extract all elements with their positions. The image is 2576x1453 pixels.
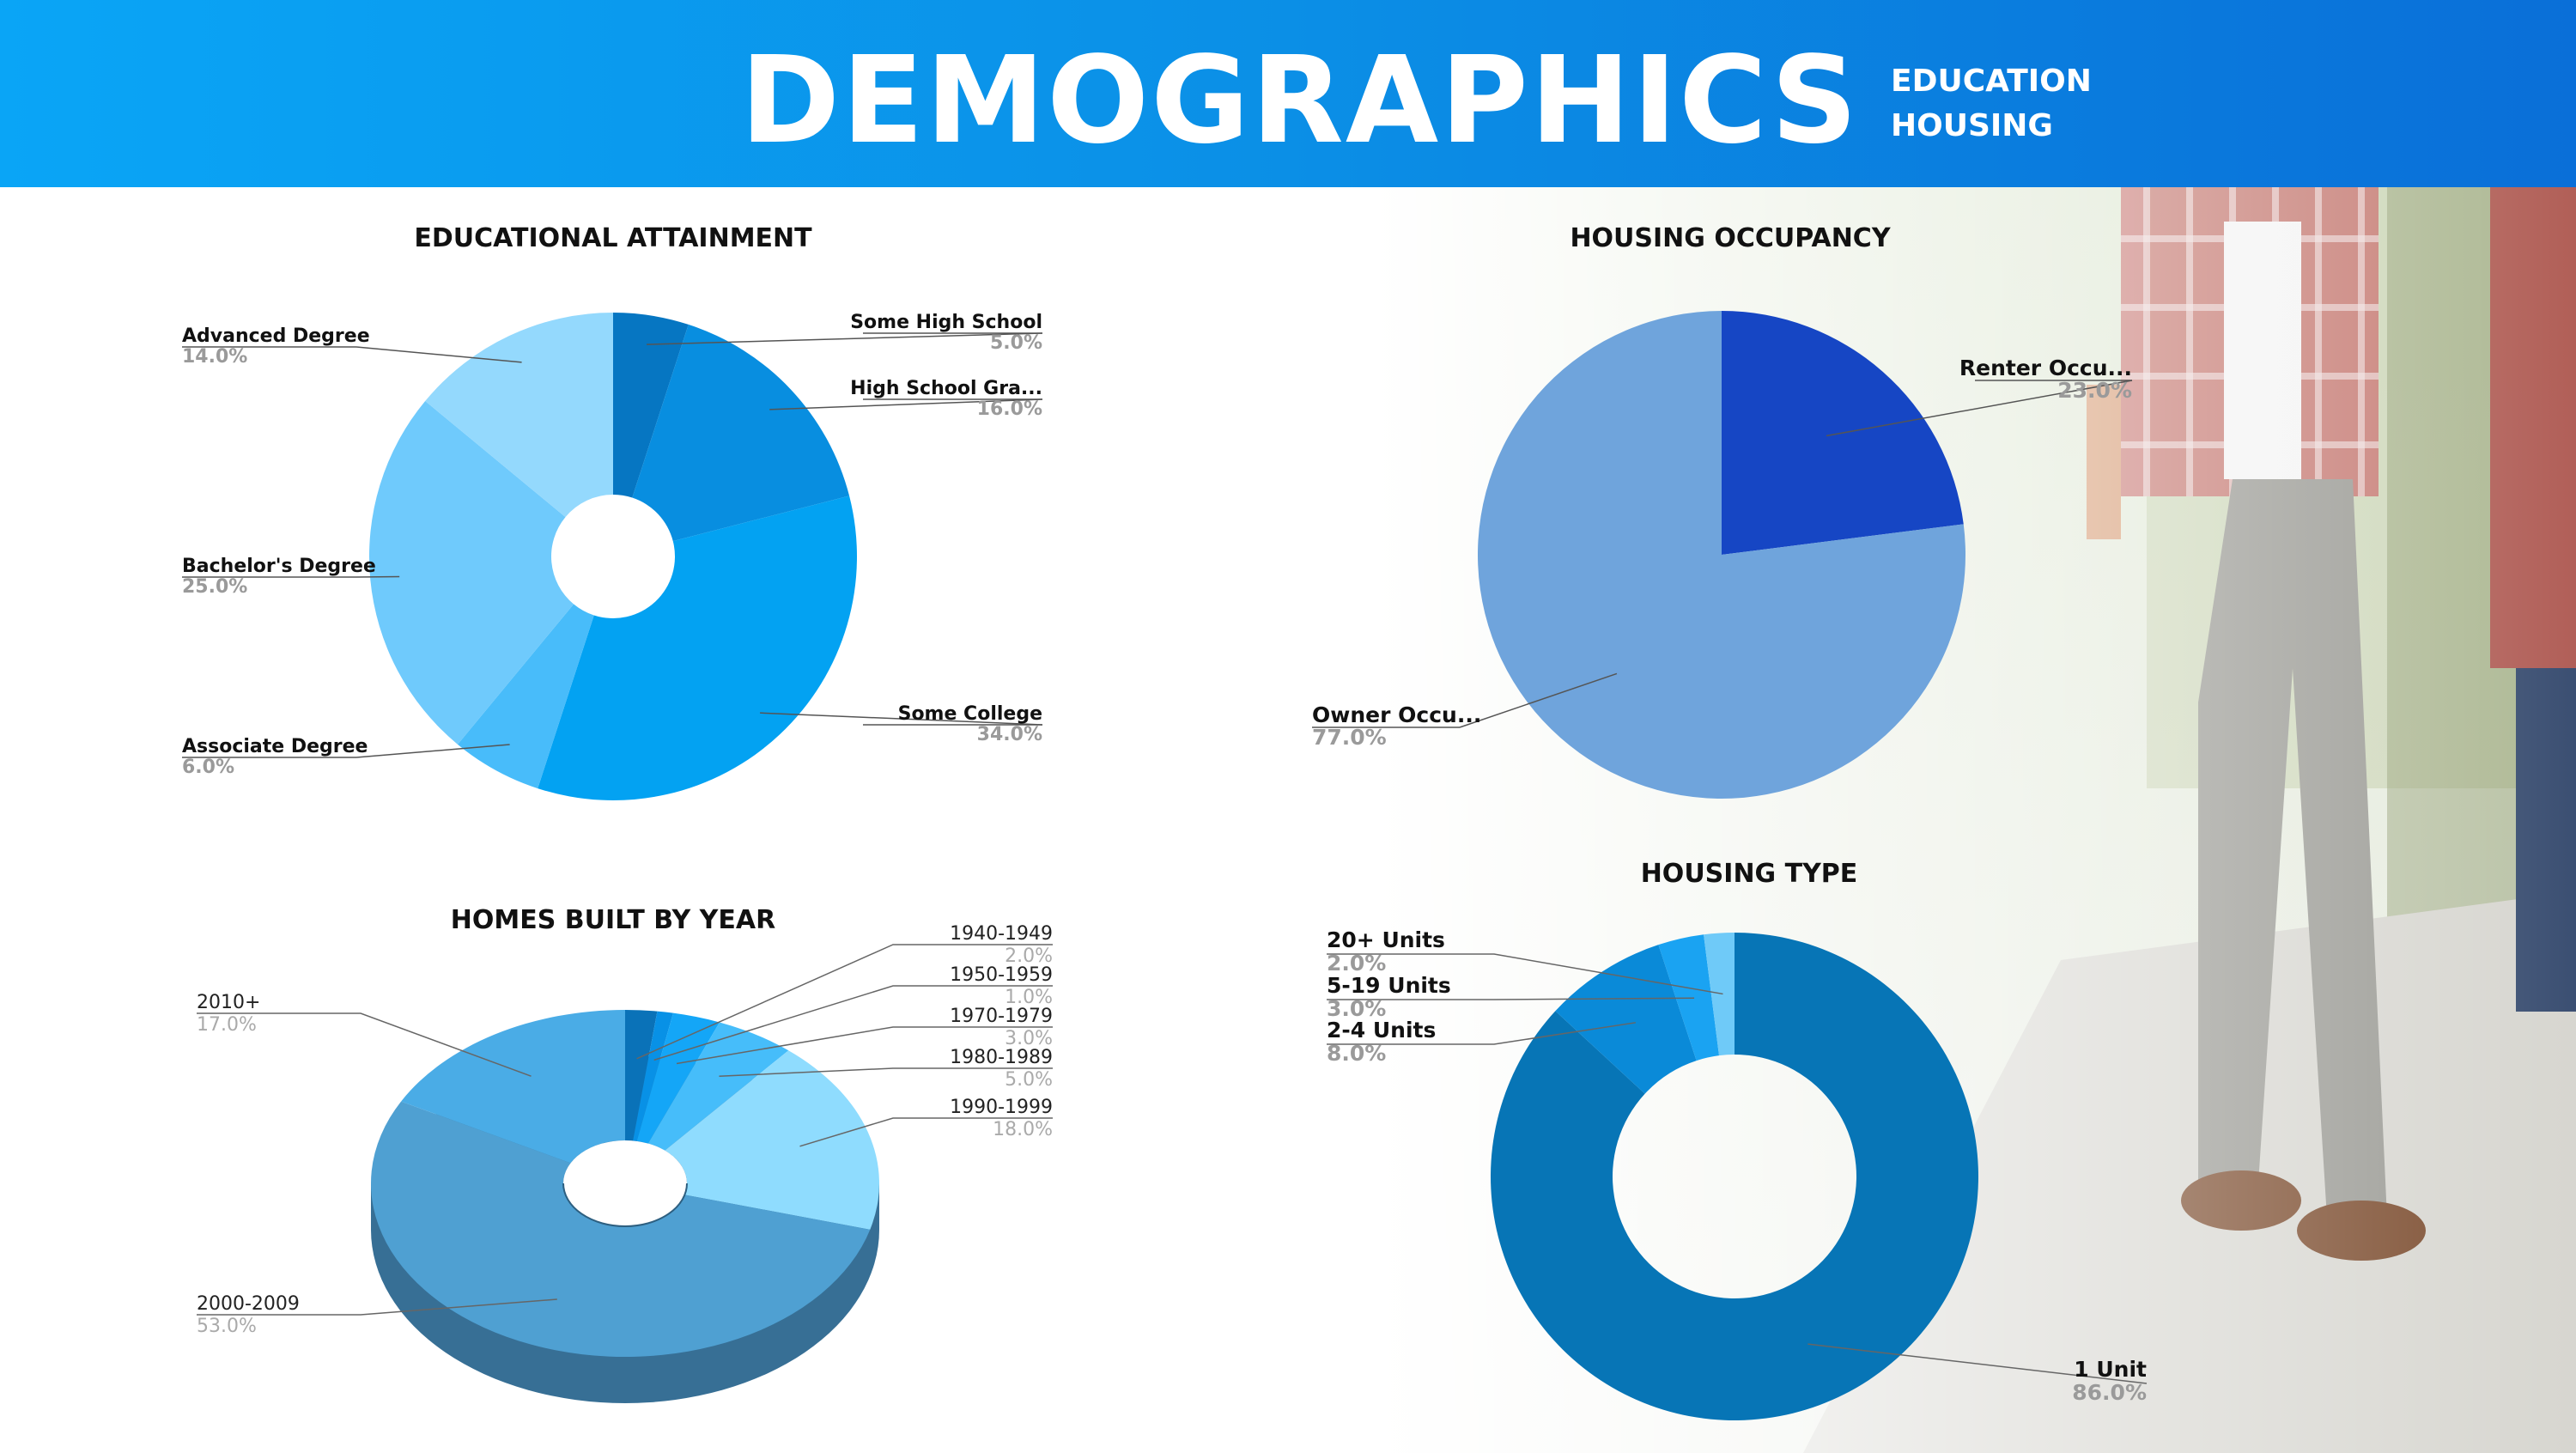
page-title: DEMOGRAPHICS [740, 31, 1860, 171]
leader-line [1327, 953, 1723, 995]
leader-line [769, 398, 1043, 410]
slice-1940-1949 [625, 1010, 658, 1141]
slice-1990-1999 [665, 1050, 879, 1230]
slice-label: 1990-1999 [950, 1097, 1053, 1118]
slice-bachelor-s-degree [369, 400, 574, 745]
slice-percent: 2.0% [1005, 945, 1053, 967]
slice-label: 2000-2009 [197, 1293, 300, 1315]
slice-2000-2009 [371, 1101, 871, 1357]
chart-title: EDUCATIONAL ATTAINMENT [414, 223, 812, 253]
chart-homes-built-by-year: HOMES BUILT BY YEAR 1940-19492.0%1950-195… [197, 905, 1053, 1403]
slice-percent: 25.0% [182, 576, 247, 598]
slice-some-high-school [613, 313, 689, 498]
leader-line [1327, 1022, 1636, 1045]
slice-percent: 6.0% [182, 757, 234, 778]
slice-label: Some High School [850, 312, 1042, 333]
leader-line [355, 346, 522, 363]
leader-line [636, 944, 1053, 1060]
slice-percent: 17.0% [197, 1014, 257, 1036]
slice-percent: 14.0% [182, 346, 247, 368]
slice-label: Associate Degree [182, 736, 368, 757]
slice-label: Renter Occu... [1959, 356, 2132, 380]
slice-some-college [538, 495, 858, 800]
slice-2-4-units [1555, 945, 1697, 1094]
leader-line [760, 712, 1043, 726]
slice-percent: 2.0% [1327, 951, 1386, 976]
slice-label: 1 Unit [2074, 1357, 2147, 1382]
leader-line [719, 1067, 1053, 1077]
nav-housing-link[interactable]: HOUSING [1891, 108, 2053, 143]
slice-associate-degree [457, 604, 594, 789]
slice-label: 2010+ [197, 992, 260, 1013]
slice-20-units [1704, 933, 1735, 1056]
slice-label: Bachelor's Degree [182, 556, 376, 577]
slice-percent: 8.0% [1327, 1041, 1386, 1066]
slice-label: 1970-1979 [950, 1006, 1053, 1027]
slice-percent: 5.0% [990, 332, 1042, 354]
slice-percent: 18.0% [993, 1119, 1053, 1140]
slice-label: 2-4 Units [1327, 1018, 1436, 1043]
slice-percent: 86.0% [2072, 1380, 2147, 1405]
slice-percent: 5.0% [1005, 1069, 1053, 1091]
slice-percent: 16.0% [977, 398, 1042, 420]
leader-line [653, 985, 1053, 1061]
slice-label: 5-19 Units [1327, 973, 1451, 998]
chart-title: HOMES BUILT BY YEAR [451, 905, 775, 935]
donut-hole [563, 1140, 687, 1226]
leader-line [647, 332, 1043, 345]
leader-line [1327, 997, 1695, 1000]
chart-title: HOUSING OCCUPANCY [1570, 223, 1891, 253]
slice-owner-occu [1477, 311, 1965, 799]
chart-educational-attainment: EDUCATIONAL ATTAINMENT Some High School5.… [182, 223, 1043, 800]
slice-percent: 3.0% [1327, 996, 1386, 1021]
leader-line [1807, 1343, 2148, 1384]
chart-housing-occupancy: HOUSING OCCUPANCY Renter Occu...23.0% Owne… [1312, 223, 2133, 799]
slice-label: Advanced Degree [182, 325, 370, 347]
slice-label: 1980-1989 [950, 1047, 1053, 1068]
slice-advanced-degree [425, 313, 613, 518]
slice-percent: 77.0% [1312, 725, 1387, 750]
leader-line [799, 1117, 1053, 1147]
leader-line [1826, 380, 2133, 437]
slice-2010 [401, 1010, 625, 1164]
donut-hole-rim [562, 1182, 688, 1227]
slice-percent: 23.0% [2057, 378, 2132, 403]
slice-label: 1940-1949 [950, 923, 1053, 945]
slice-label: 20+ Units [1327, 927, 1445, 952]
leader-line [197, 1298, 557, 1316]
slice-percent: 53.0% [197, 1316, 257, 1337]
leader-line [676, 1026, 1053, 1065]
slice-percent: 34.0% [977, 724, 1042, 745]
slice-high-school-gra [632, 324, 850, 542]
nav-education-link[interactable]: EDUCATION [1891, 64, 2092, 99]
leader-line [1459, 672, 1618, 728]
slice-1950-1959 [633, 1011, 674, 1141]
slice-1980-1989 [647, 1022, 789, 1151]
slice-percent: 3.0% [1005, 1028, 1053, 1049]
leader-line [197, 1012, 532, 1077]
slice-label: Owner Occu... [1312, 702, 1481, 727]
chart-title: HOUSING TYPE [1641, 859, 1858, 889]
slice-label: 1950-1959 [950, 964, 1053, 986]
slice-1-unit [1491, 933, 1978, 1420]
slice-label: Some College [898, 703, 1042, 725]
leader-line [355, 744, 510, 758]
slice-label: High School Gra... [850, 378, 1042, 399]
header-banner [0, 0, 2576, 187]
slice-percent: 1.0% [1005, 987, 1053, 1008]
